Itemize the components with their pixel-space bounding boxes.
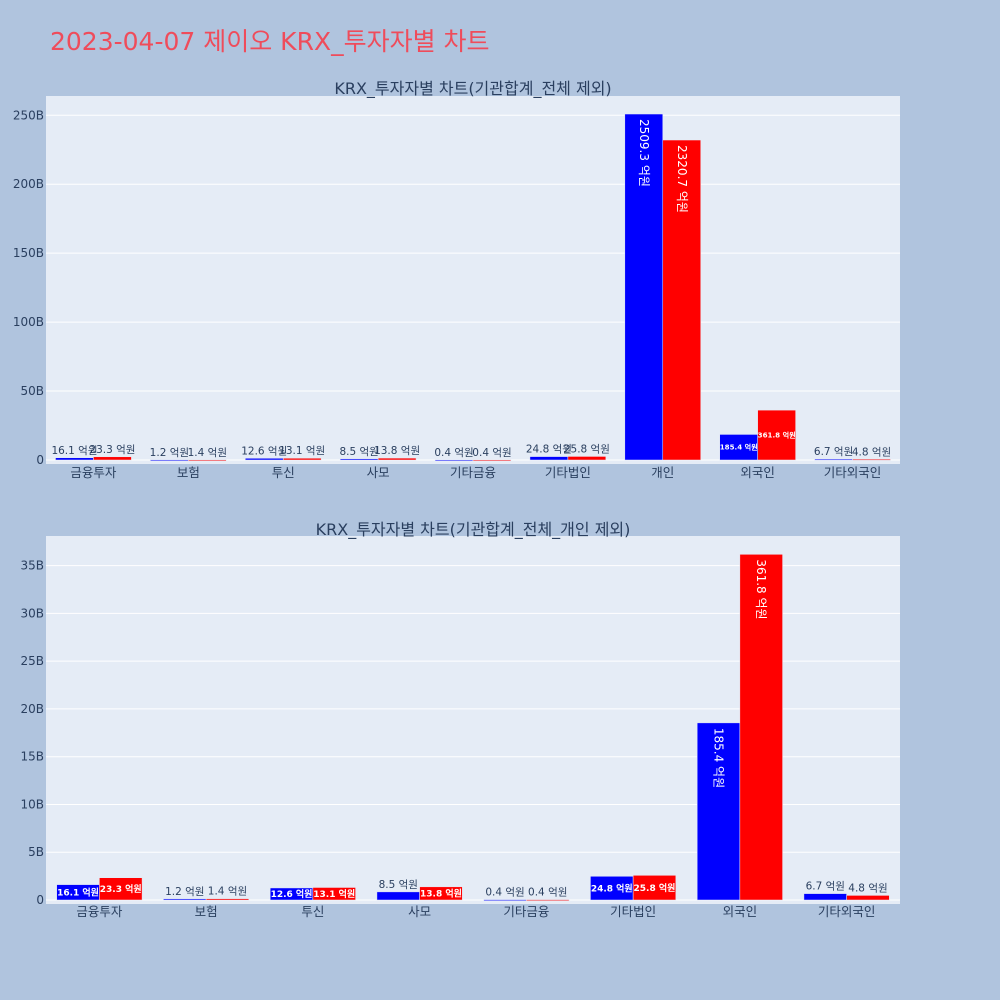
category-label: 보험 [195,904,218,919]
category-label: 기타금융 [503,904,549,919]
y-tick-label: 0 [36,453,44,467]
category-label: 기타법인 [610,904,656,919]
bar-sell [282,457,322,461]
bar-sell [846,895,890,901]
bar-value-label: 2320.7 억원 [675,145,689,213]
bar-sell [852,459,891,461]
bar-value-label: 1.4 억원 [208,886,247,898]
bar-value-label: 16.1 억원 [51,445,97,457]
bar-value-label: 6.7 억원 [814,446,853,458]
bar-value-label: 23.3 억원 [89,444,135,456]
bar-value-label: 25.8 억원 [564,443,610,455]
bar-value-label: 13.8 억원 [420,888,462,900]
y-tick-label: 100B [13,315,44,329]
bar-sell [93,456,132,461]
chart-top: KRX_투자자별 차트(기관합계_전체 제외) 0 50B 100B 150B 200B 2… [13,79,900,480]
bar-value-label: 25.8 억원 [634,882,676,894]
y-tick-label: 150B [13,246,44,260]
bar-value-label: 4.8 억원 [852,446,891,458]
bar-buy [803,893,847,901]
category-label: 금융투자 [70,465,117,480]
bar-sell [526,899,570,901]
category-label: 사모 [367,465,390,480]
bar-value-label: 6.7 억원 [806,881,845,893]
category-label: 개인 [651,465,674,480]
category-label: 외국인 [740,465,775,480]
bar-value-label: 16.1 억원 [57,887,99,899]
bar-sell [312,887,356,901]
chart-title: KRX_투자자별 차트(기관합계_전체_개인 제외) [316,520,631,540]
bar-value-label: 4.8 억원 [848,882,887,894]
page-title: 2023-04-07 제이오 KRX_투자자별 차트 [50,27,490,56]
y-tick-label: 5B [28,845,44,859]
chart-title: KRX_투자자별 차트(기관합계_전체 제외) [334,79,611,99]
bar-value-label: 185.4 억원 [720,443,758,452]
bar-value-label: 361.8 억원 [758,431,796,440]
bar-value-label: 361.8 억원 [754,559,768,619]
bar-value-label: 13.1 억원 [279,445,325,457]
bar-value-label: 23.3 억원 [100,883,142,895]
bar-value-label: 24.8 억원 [526,444,572,456]
y-tick-label: 50B [20,384,44,398]
plot-area [46,96,900,464]
y-tick-label: 0 [36,893,44,907]
bar-sell [205,898,250,901]
bar-value-label: 1.2 억원 [165,886,204,898]
category-label: 투신 [301,904,324,919]
bar-sell [739,554,783,901]
bar-sell [632,875,677,901]
bar-buy [624,113,664,461]
bar-value-label: 8.5 억원 [379,879,418,891]
bar-value-label: 12.6 억원 [271,888,313,900]
y-tick-label: 250B [13,108,44,122]
category-label: 기타외국인 [818,904,876,919]
bar-sell [567,456,607,461]
bar-value-label: 0.4 억원 [485,887,524,899]
y-tick-label: 25B [20,654,44,668]
category-label: 금융투자 [76,904,123,919]
y-tick-label: 35B [20,559,44,573]
y-tick-label: 20B [20,702,44,716]
y-tick-label: 200B [13,177,44,191]
bar-value-label: 24.8 억원 [591,882,633,894]
bar-value-label: 12.6 억원 [241,445,287,457]
category-label: 기타법인 [545,465,591,480]
category-label: 보험 [177,465,200,480]
category-label: 투신 [272,465,295,480]
bar-sell [757,409,796,461]
category-label: 기타금융 [450,465,496,480]
bar-buy [163,898,207,901]
bar-buy [719,434,758,461]
y-tick-label: 10B [20,797,44,811]
bar-buy [376,891,420,901]
bar-value-label: 0.4 억원 [472,447,511,459]
bar-sell [662,139,701,461]
bar-value-label: 2509.3 억원 [637,119,651,187]
bar-value-label: 8.5 억원 [339,446,378,458]
bar-sell [472,459,512,462]
bar-sell [419,886,463,901]
y-tick-label: 30B [20,606,44,620]
bar-value-label: 1.4 억원 [188,447,227,459]
bar-sell [188,459,227,462]
bar-value-label: 1.2 억원 [150,447,189,459]
y-tick-label: 15B [20,750,44,764]
category-label: 기타외국인 [824,465,882,480]
bar-value-label: 0.4 억원 [528,887,567,899]
bar-value-label: 185.4 억원 [712,728,726,788]
bar-sell [99,877,143,901]
category-label: 사모 [408,904,431,919]
bar-value-label: 13.8 억원 [374,445,420,457]
category-label: 외국인 [723,904,758,919]
bar-buy [483,899,527,901]
bar-value-label: 13.1 억원 [313,888,355,900]
bar-value-label: 0.4 억원 [434,447,473,459]
bar-sell [377,457,417,461]
